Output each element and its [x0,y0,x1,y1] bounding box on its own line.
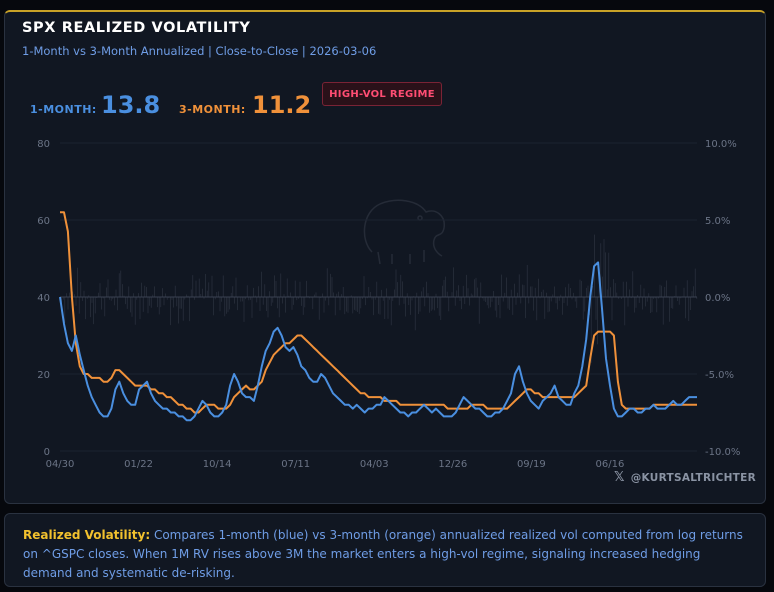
x-tick-label: 12/26 [438,459,467,470]
description-text: Compares 1-month (blue) vs 3-month (oran… [23,528,743,580]
one-month-value: 13.8 [101,91,161,119]
watermark: 𝕏 @KURTSALTRICHTER [614,470,756,485]
elephant-watermark-icon [363,199,445,265]
y-right-tick-label: 5.0% [705,216,730,227]
x-tick-label: 10/14 [203,459,232,470]
x-tick-label: 09/19 [517,459,546,470]
y-right-tick-label: -10.0% [705,447,740,458]
three-month-label: 3-MONTH: [179,103,246,116]
x-logo-icon: 𝕏 [613,470,625,485]
description-heading: Realized Volatility: [23,528,151,542]
x-tick-label: 07/11 [281,459,310,470]
y-tick-label: 20 [37,370,50,381]
volatility-chart: 0 20 40 60 80 10.0% 5.0% 0.0% -5.0% -10.0% 04/30 01… [37,139,740,470]
one-month-line [59,261,697,422]
description-panel: Realized Volatility: Compares 1-month (b… [4,513,766,587]
y-right-tick-label: -5.0% [705,370,734,381]
y-right-tick-label: 10.0% [705,139,737,150]
x-tick-label: 04/03 [360,459,389,470]
one-month-label: 1-MONTH: [30,103,97,116]
chart-title: SPX REALIZED VOLATILITY [22,20,251,36]
y-tick-label: 40 [37,293,50,304]
y-tick-label: 80 [37,139,50,150]
y-right-tick-label: 0.0% [705,293,730,304]
y-tick-label: 60 [37,216,50,227]
regime-badge: HIGH-VOL REGIME [322,82,442,106]
chart-subtitle: 1-Month vs 3-Month Annualized | Close-to… [22,44,377,58]
x-tick-label: 06/16 [596,459,625,470]
x-tick-label: 01/22 [124,459,153,470]
x-tick-label: 04/30 [46,459,75,470]
watermark-handle: @KURTSALTRICHTER [630,471,756,484]
three-month-value: 11.2 [252,91,312,119]
three-month-line [60,211,697,414]
y-tick-label: 0 [44,447,50,458]
